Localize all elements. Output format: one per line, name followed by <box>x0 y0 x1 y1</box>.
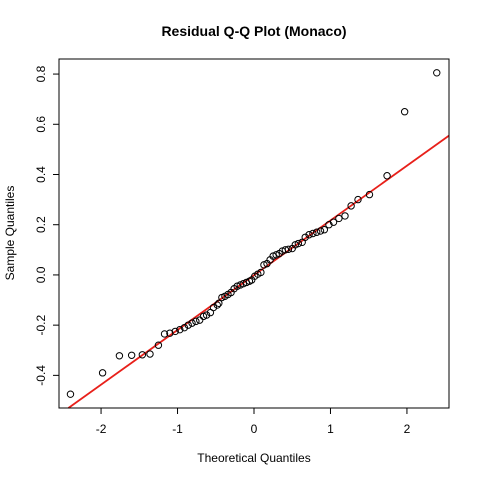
qq-point <box>98 369 107 377</box>
qq-point <box>66 390 75 398</box>
qq-point <box>138 351 147 359</box>
qq-point <box>383 172 391 180</box>
qq-point <box>188 319 196 327</box>
qq-point <box>213 301 221 309</box>
qq-point <box>176 325 184 334</box>
qq-point <box>160 330 169 338</box>
x-axis-label: Theoretical Quantiles <box>197 451 310 465</box>
plot-frame <box>58 58 450 409</box>
qq-point <box>400 108 409 116</box>
qq-point <box>146 350 154 358</box>
y-axis-label: Sample Quantiles <box>3 186 17 281</box>
qq-point <box>166 329 174 337</box>
y-tick-label: 0.2 <box>34 216 48 233</box>
y-tick-label: -0.4 <box>34 365 48 386</box>
x-tick-label: 2 <box>404 422 411 436</box>
qq-point <box>180 323 189 332</box>
qq-point <box>209 303 218 312</box>
qq-point <box>192 317 200 326</box>
qq-point <box>115 352 124 360</box>
qq-point <box>154 341 163 349</box>
y-tick-label: 0.8 <box>34 65 48 82</box>
x-tick-label: 1 <box>327 422 334 436</box>
qq-point <box>354 195 362 204</box>
y-tick-label: 0.4 <box>34 166 48 183</box>
x-tick-label: -1 <box>172 422 183 436</box>
x-tick-label: 0 <box>251 422 258 436</box>
qq-point <box>301 233 309 241</box>
qq-point <box>257 268 265 277</box>
qq-point <box>196 316 204 324</box>
y-tick-label: -0.2 <box>34 314 48 335</box>
qq-point <box>215 299 223 307</box>
qq-point <box>309 229 317 238</box>
qq-point <box>294 239 303 248</box>
points-layer <box>66 69 441 398</box>
qq-point <box>184 321 192 329</box>
y-axis: -0.4 -0.2 0.0 0.2 0.4 0.6 0.8 <box>34 65 59 386</box>
x-tick-label: -2 <box>96 422 107 436</box>
qq-point <box>316 227 325 235</box>
qq-point <box>347 202 355 210</box>
qq-point <box>335 214 343 223</box>
qq-point <box>329 218 338 226</box>
qq-point <box>433 69 441 77</box>
reference-line-layer <box>67 134 450 409</box>
x-axis: -2 -1 0 1 2 <box>96 408 411 436</box>
qq-point <box>171 327 179 336</box>
chart-title: Residual Q-Q Plot (Monaco) <box>161 23 346 39</box>
qq-point <box>202 311 211 319</box>
qq-point <box>305 231 313 239</box>
qq-point <box>284 245 293 254</box>
qq-point <box>281 246 290 254</box>
qq-point <box>341 212 349 220</box>
qq-point <box>313 228 321 236</box>
qq-reference-line <box>67 134 450 409</box>
qq-point <box>127 351 136 359</box>
qq-point <box>320 226 329 234</box>
y-tick-label: 0.0 <box>34 266 48 283</box>
qq-point <box>365 190 374 199</box>
y-tick-label: 0.6 <box>34 116 48 133</box>
